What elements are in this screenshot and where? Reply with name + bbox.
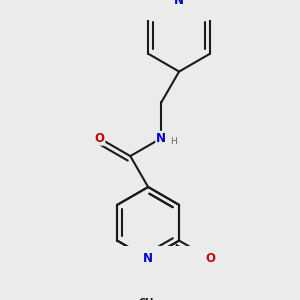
Text: N: N [174, 0, 184, 7]
Text: N: N [143, 252, 153, 265]
Text: O: O [205, 252, 215, 265]
Text: CH₃: CH₃ [138, 298, 158, 300]
Text: H: H [170, 137, 176, 146]
Text: N: N [156, 132, 166, 145]
Text: O: O [94, 132, 104, 145]
